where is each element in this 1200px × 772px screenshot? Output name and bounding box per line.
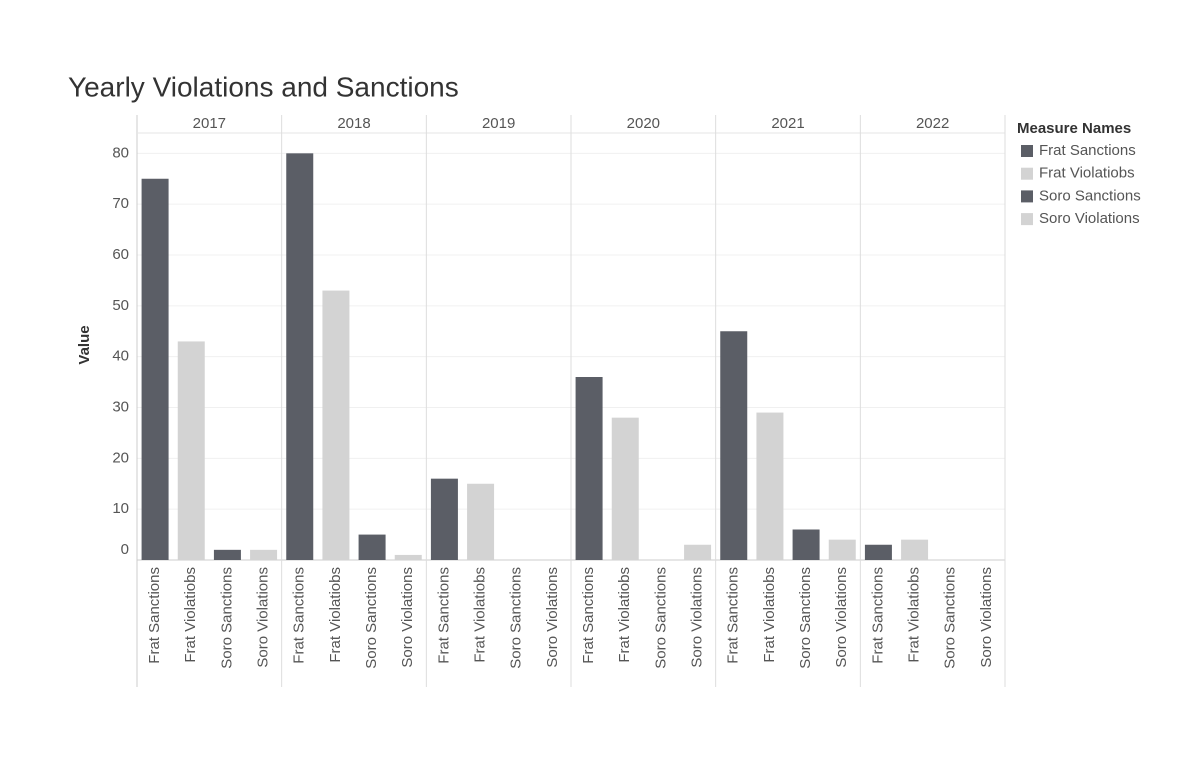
x-tick-label: Soro Violations [833, 567, 850, 668]
bar [213, 549, 241, 560]
x-tick-label: Frat Sanctions [580, 567, 597, 664]
y-tick-label: 30 [112, 398, 129, 415]
x-tick-label: Soro Sanctions [652, 567, 669, 669]
bar [864, 544, 892, 560]
bar [322, 290, 350, 560]
bar [792, 529, 820, 560]
legend-swatch [1021, 167, 1033, 180]
x-tick-label: Frat Violatiobs [182, 567, 199, 663]
bar [358, 534, 386, 560]
x-tick-label: Soro Sanctions [942, 567, 959, 669]
bar [286, 153, 314, 561]
y-tick-label: 10 [112, 500, 129, 517]
y-tick-label: 50 [112, 297, 129, 314]
legend-swatch [1021, 145, 1033, 157]
x-tick-label: Frat Sanctions [291, 567, 308, 664]
y-tick-label: 70 [112, 195, 129, 212]
legend-label: Frat Violatiobs [1039, 165, 1135, 182]
x-tick-label: Frat Sanctions [869, 567, 886, 664]
bar [394, 554, 422, 560]
x-tick-label: Soro Violations [689, 567, 706, 668]
x-tick-label: Soro Violations [255, 567, 272, 668]
year-header: 2020 [627, 115, 660, 132]
x-tick-label: Soro Sanctions [508, 567, 525, 669]
y-tick-label: 60 [112, 246, 129, 263]
x-tick-label: Frat Sanctions [146, 567, 163, 664]
year-header: 2022 [916, 115, 949, 132]
legend-label: Soro Sanctions [1039, 187, 1141, 204]
legend-title: Measure Names [1017, 120, 1131, 137]
bar [756, 412, 784, 560]
y-axis-title: Value [76, 325, 93, 364]
bar [720, 331, 748, 560]
legend-swatch [1021, 190, 1033, 203]
y-tick-label: 20 [112, 449, 129, 466]
x-tick-label: Soro Violations [978, 567, 995, 668]
x-tick-label: Soro Violations [544, 567, 561, 668]
bar [684, 544, 712, 560]
y-tick-label: 40 [112, 348, 129, 365]
x-tick-label: Frat Sanctions [435, 567, 452, 664]
chart-title: Yearly Violations and Sanctions [68, 71, 459, 102]
x-tick-label: Soro Violations [399, 567, 416, 668]
bar [177, 341, 205, 560]
x-tick-label: Frat Violatiobs [616, 567, 633, 663]
legend-swatch [1021, 213, 1033, 226]
year-header: 2019 [482, 115, 515, 132]
bar [611, 417, 639, 560]
x-tick-label: Frat Violatiobs [472, 567, 489, 663]
year-header: 2018 [337, 115, 370, 132]
bar [250, 549, 278, 560]
bar [575, 377, 603, 560]
bar [141, 178, 169, 560]
x-tick-label: Frat Sanctions [725, 567, 742, 664]
x-tick-label: Frat Violatiobs [761, 567, 778, 663]
x-tick-label: Soro Sanctions [797, 567, 814, 669]
y-tick-label: 0 [121, 541, 129, 558]
x-tick-label: Frat Violatiobs [906, 567, 923, 663]
year-header: 2017 [193, 115, 226, 132]
legend-label: Soro Violations [1039, 210, 1140, 227]
year-header: 2021 [771, 115, 804, 132]
bar [901, 539, 929, 560]
bar [828, 539, 856, 560]
x-tick-label: Soro Sanctions [218, 567, 235, 669]
x-tick-label: Frat Violatiobs [327, 567, 344, 663]
legend-label: Frat Sanctions [1039, 142, 1136, 159]
bar [430, 478, 458, 560]
y-tick-label: 80 [112, 144, 129, 161]
bar [467, 483, 495, 560]
x-tick-label: Soro Sanctions [363, 567, 380, 669]
